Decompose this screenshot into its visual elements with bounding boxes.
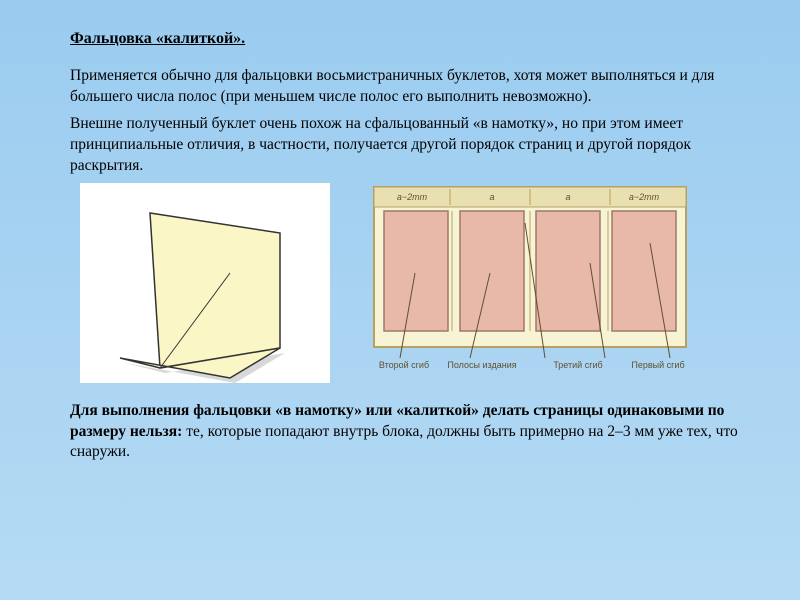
svg-text:a: a [565,192,570,202]
svg-text:Третий сгиб: Третий сгиб [553,360,602,370]
diagram-folded-paper [80,183,330,383]
paragraph-1: Применяется обычно для фальцовки восьмис… [70,66,745,108]
svg-text:Первый сгиб: Первый сгиб [631,360,684,370]
svg-text:Полосы издания: Полосы издания [447,360,516,370]
page-title: Фальцовка «калиткой». [70,30,745,48]
paragraph-2: Внешне полученный буклет очень похож на … [70,114,745,177]
svg-text:a−2mm: a−2mm [629,192,660,202]
diagrams-row: a−2mm a a a−2mm Второй сгиб Полосы издания Тре… [80,183,745,383]
paragraph-bottom: Для выполнения фальцовки «в намотку» или… [70,401,745,464]
svg-text:a−2mm: a−2mm [397,192,428,202]
diagram-panels: a−2mm a a a−2mm Второй сгиб Полосы издания Тре… [370,183,690,373]
svg-text:Второй сгиб: Второй сгиб [379,360,429,370]
svg-text:a: a [489,192,494,202]
